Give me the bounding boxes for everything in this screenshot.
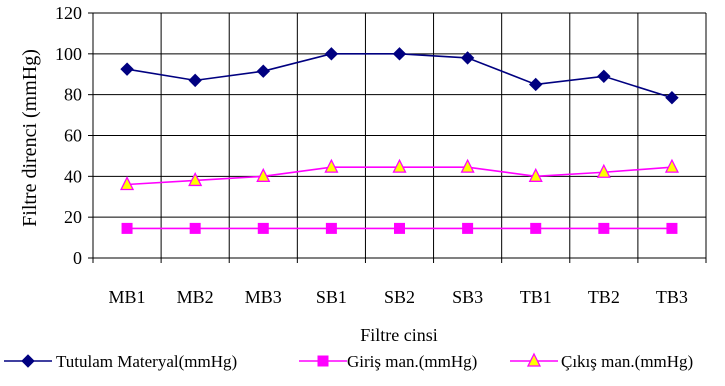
y-tick-label: 120 bbox=[55, 3, 82, 23]
legend-marker bbox=[317, 355, 329, 367]
x-axis-title: Filtre cinsi bbox=[360, 325, 438, 345]
data-point-series-3 bbox=[120, 176, 135, 191]
data-point-series-3 bbox=[392, 158, 407, 173]
y-tick-label: 60 bbox=[64, 126, 82, 146]
data-point-series-1 bbox=[256, 64, 270, 78]
data-point-series-3 bbox=[596, 163, 611, 178]
x-tick-label: SB3 bbox=[452, 287, 483, 307]
data-point-series-3 bbox=[528, 167, 543, 182]
data-point-series-1 bbox=[188, 73, 202, 88]
data-point-series-1 bbox=[665, 91, 679, 105]
data-point-series-2 bbox=[257, 222, 269, 234]
legend-label: Giriş man.(mmHg) bbox=[347, 352, 477, 371]
data-point-series-1 bbox=[120, 62, 134, 76]
data-point-series-1 bbox=[460, 51, 475, 65]
legend-label: Çıkış man.(mmHg) bbox=[561, 352, 693, 371]
data-point-series-3 bbox=[324, 158, 339, 173]
x-tick-label: TB2 bbox=[588, 287, 620, 307]
legend-item-2: Giriş man.(mmHg) bbox=[299, 352, 477, 371]
x-tick-label: MB1 bbox=[109, 287, 146, 307]
y-tick-label: 80 bbox=[64, 85, 82, 105]
data-point-series-2 bbox=[325, 222, 337, 234]
x-tick-label: TB3 bbox=[656, 287, 688, 307]
data-point-series-1 bbox=[529, 77, 543, 92]
legend-label: Tutulam Materyal(mmHg) bbox=[56, 352, 237, 371]
data-point-series-3 bbox=[460, 158, 475, 173]
x-tick-label: TB1 bbox=[520, 287, 552, 307]
data-point-series-2 bbox=[462, 222, 474, 234]
y-tick-label: 20 bbox=[64, 207, 82, 227]
legend-marker bbox=[526, 352, 542, 367]
series bbox=[120, 47, 679, 234]
y-tick-label: 40 bbox=[64, 166, 82, 186]
legend: Tutulam Materyal(mmHg) Giriş man.(mmHg) Çı… bbox=[4, 352, 693, 371]
y-axis-title: Filtre direnci (mmHg) bbox=[19, 49, 41, 227]
data-point-series-3 bbox=[664, 158, 679, 173]
data-point-series-1 bbox=[597, 69, 611, 83]
legend-item-3: Çıkış man.(mmHg) bbox=[510, 352, 693, 371]
x-tick-label: SB1 bbox=[316, 287, 347, 307]
x-tick-label: MB2 bbox=[177, 287, 214, 307]
data-point-series-1 bbox=[324, 47, 339, 61]
data-point-series-1 bbox=[392, 47, 407, 61]
data-point-series-2 bbox=[666, 222, 678, 234]
data-point-series-2 bbox=[121, 222, 133, 234]
data-point-series-3 bbox=[188, 171, 203, 187]
data-point-series-2 bbox=[530, 222, 542, 234]
data-point-series-2 bbox=[598, 222, 610, 234]
x-tick-label: SB2 bbox=[384, 287, 415, 307]
data-point-series-2 bbox=[394, 222, 405, 234]
legend-item-1: Tutulam Materyal(mmHg) bbox=[4, 352, 237, 371]
data-point-series-2 bbox=[189, 222, 201, 234]
legend-marker bbox=[21, 354, 35, 368]
x-tick-label: MB3 bbox=[245, 287, 282, 307]
y-tick-label: 0 bbox=[73, 248, 82, 268]
data-point-series-3 bbox=[256, 167, 271, 182]
axes: 0 20 40 60 80 100 120 MB1 MB2 MB3 SB1 SB2 SB3 TB1 TB2 T… bbox=[55, 3, 707, 307]
y-tick-label: 100 bbox=[55, 44, 82, 64]
